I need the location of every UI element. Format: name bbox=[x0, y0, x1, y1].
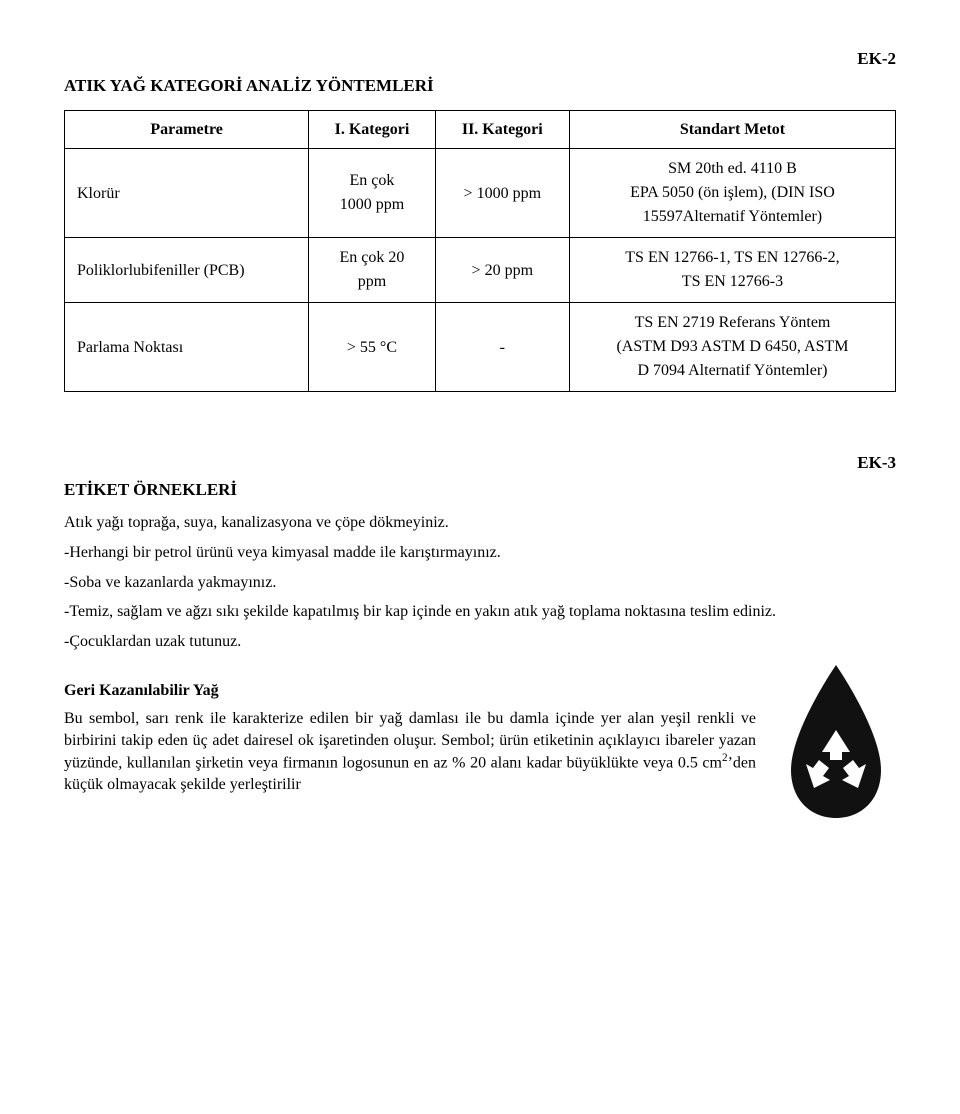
cell-param: Klorür bbox=[65, 149, 309, 238]
cell-text: TS EN 12766-1, TS EN 12766-2, bbox=[625, 249, 839, 266]
cell-method: SM 20th ed. 4110 B EPA 5050 (ön işlem), … bbox=[569, 149, 895, 238]
section-heading-etiket: ETİKET ÖRNEKLERİ bbox=[64, 479, 896, 502]
geri-heading: Geri Kazanılabilir Yağ bbox=[64, 680, 756, 702]
etiket-line: Atık yağı toprağa, suya, kanalizasyona v… bbox=[64, 512, 896, 534]
cell-text: En çok bbox=[350, 172, 395, 189]
cell-text: EPA 5050 (ön işlem), (DIN ISO bbox=[630, 184, 835, 201]
table-row: Poliklorlubifeniller (PCB) En çok 20 ppm… bbox=[65, 238, 896, 303]
cell-cat1: > 55 °C bbox=[309, 303, 435, 392]
col-header-cat2: II. Kategori bbox=[435, 110, 569, 149]
geri-body: Bu sembol, sarı renk ile karakterize edi… bbox=[64, 708, 756, 796]
cell-text: En çok 20 bbox=[340, 249, 405, 266]
etiket-line: -Çocuklardan uzak tutunuz. bbox=[64, 631, 896, 653]
ek3-label: EK-3 bbox=[64, 452, 896, 475]
col-header-param: Parametre bbox=[65, 110, 309, 149]
cell-cat1: En çok 1000 ppm bbox=[309, 149, 435, 238]
col-header-method: Standart Metot bbox=[569, 110, 895, 149]
etiket-line: -Soba ve kazanlarda yakmayınız. bbox=[64, 572, 896, 594]
page-title: ATIK YAĞ KATEGORİ ANALİZ YÖNTEMLERİ bbox=[64, 75, 896, 98]
cell-text: TS EN 2719 Referans Yöntem bbox=[635, 314, 831, 331]
analysis-table: Parametre I. Kategori II. Kategori Stand… bbox=[64, 110, 896, 393]
cell-text: D 7094 Alternatif Yöntemler) bbox=[637, 362, 827, 379]
cell-text: 1000 ppm bbox=[340, 196, 404, 213]
cell-text: ppm bbox=[358, 273, 386, 290]
table-row: Klorür En çok 1000 ppm > 1000 ppm SM 20t… bbox=[65, 149, 896, 238]
etiket-line: -Herhangi bir petrol ürünü veya kimyasal… bbox=[64, 542, 896, 564]
cell-text: (ASTM D93 ASTM D 6450, ASTM bbox=[616, 338, 848, 355]
ek2-label: EK-2 bbox=[64, 48, 896, 71]
recycle-drop-icon bbox=[776, 660, 896, 820]
geri-body-pre: Bu sembol, sarı renk ile karakterize edi… bbox=[64, 710, 756, 772]
cell-method: TS EN 2719 Referans Yöntem (ASTM D93 AST… bbox=[569, 303, 895, 392]
cell-text: TS EN 12766-3 bbox=[682, 273, 783, 290]
cell-cat2: > 1000 ppm bbox=[435, 149, 569, 238]
etiket-line: -Temiz, sağlam ve ağzı sıkı şekilde kapa… bbox=[64, 601, 896, 623]
cell-param: Poliklorlubifeniller (PCB) bbox=[65, 238, 309, 303]
cell-cat1: En çok 20 ppm bbox=[309, 238, 435, 303]
cell-cat2: > 20 ppm bbox=[435, 238, 569, 303]
cell-text: 15597Alternatif Yöntemler) bbox=[643, 208, 822, 225]
cell-method: TS EN 12766-1, TS EN 12766-2, TS EN 1276… bbox=[569, 238, 895, 303]
col-header-cat1: I. Kategori bbox=[309, 110, 435, 149]
cell-cat2: - bbox=[435, 303, 569, 392]
cell-param: Parlama Noktası bbox=[65, 303, 309, 392]
table-row: Parlama Noktası > 55 °C - TS EN 2719 Ref… bbox=[65, 303, 896, 392]
cell-text: SM 20th ed. 4110 B bbox=[668, 160, 797, 177]
